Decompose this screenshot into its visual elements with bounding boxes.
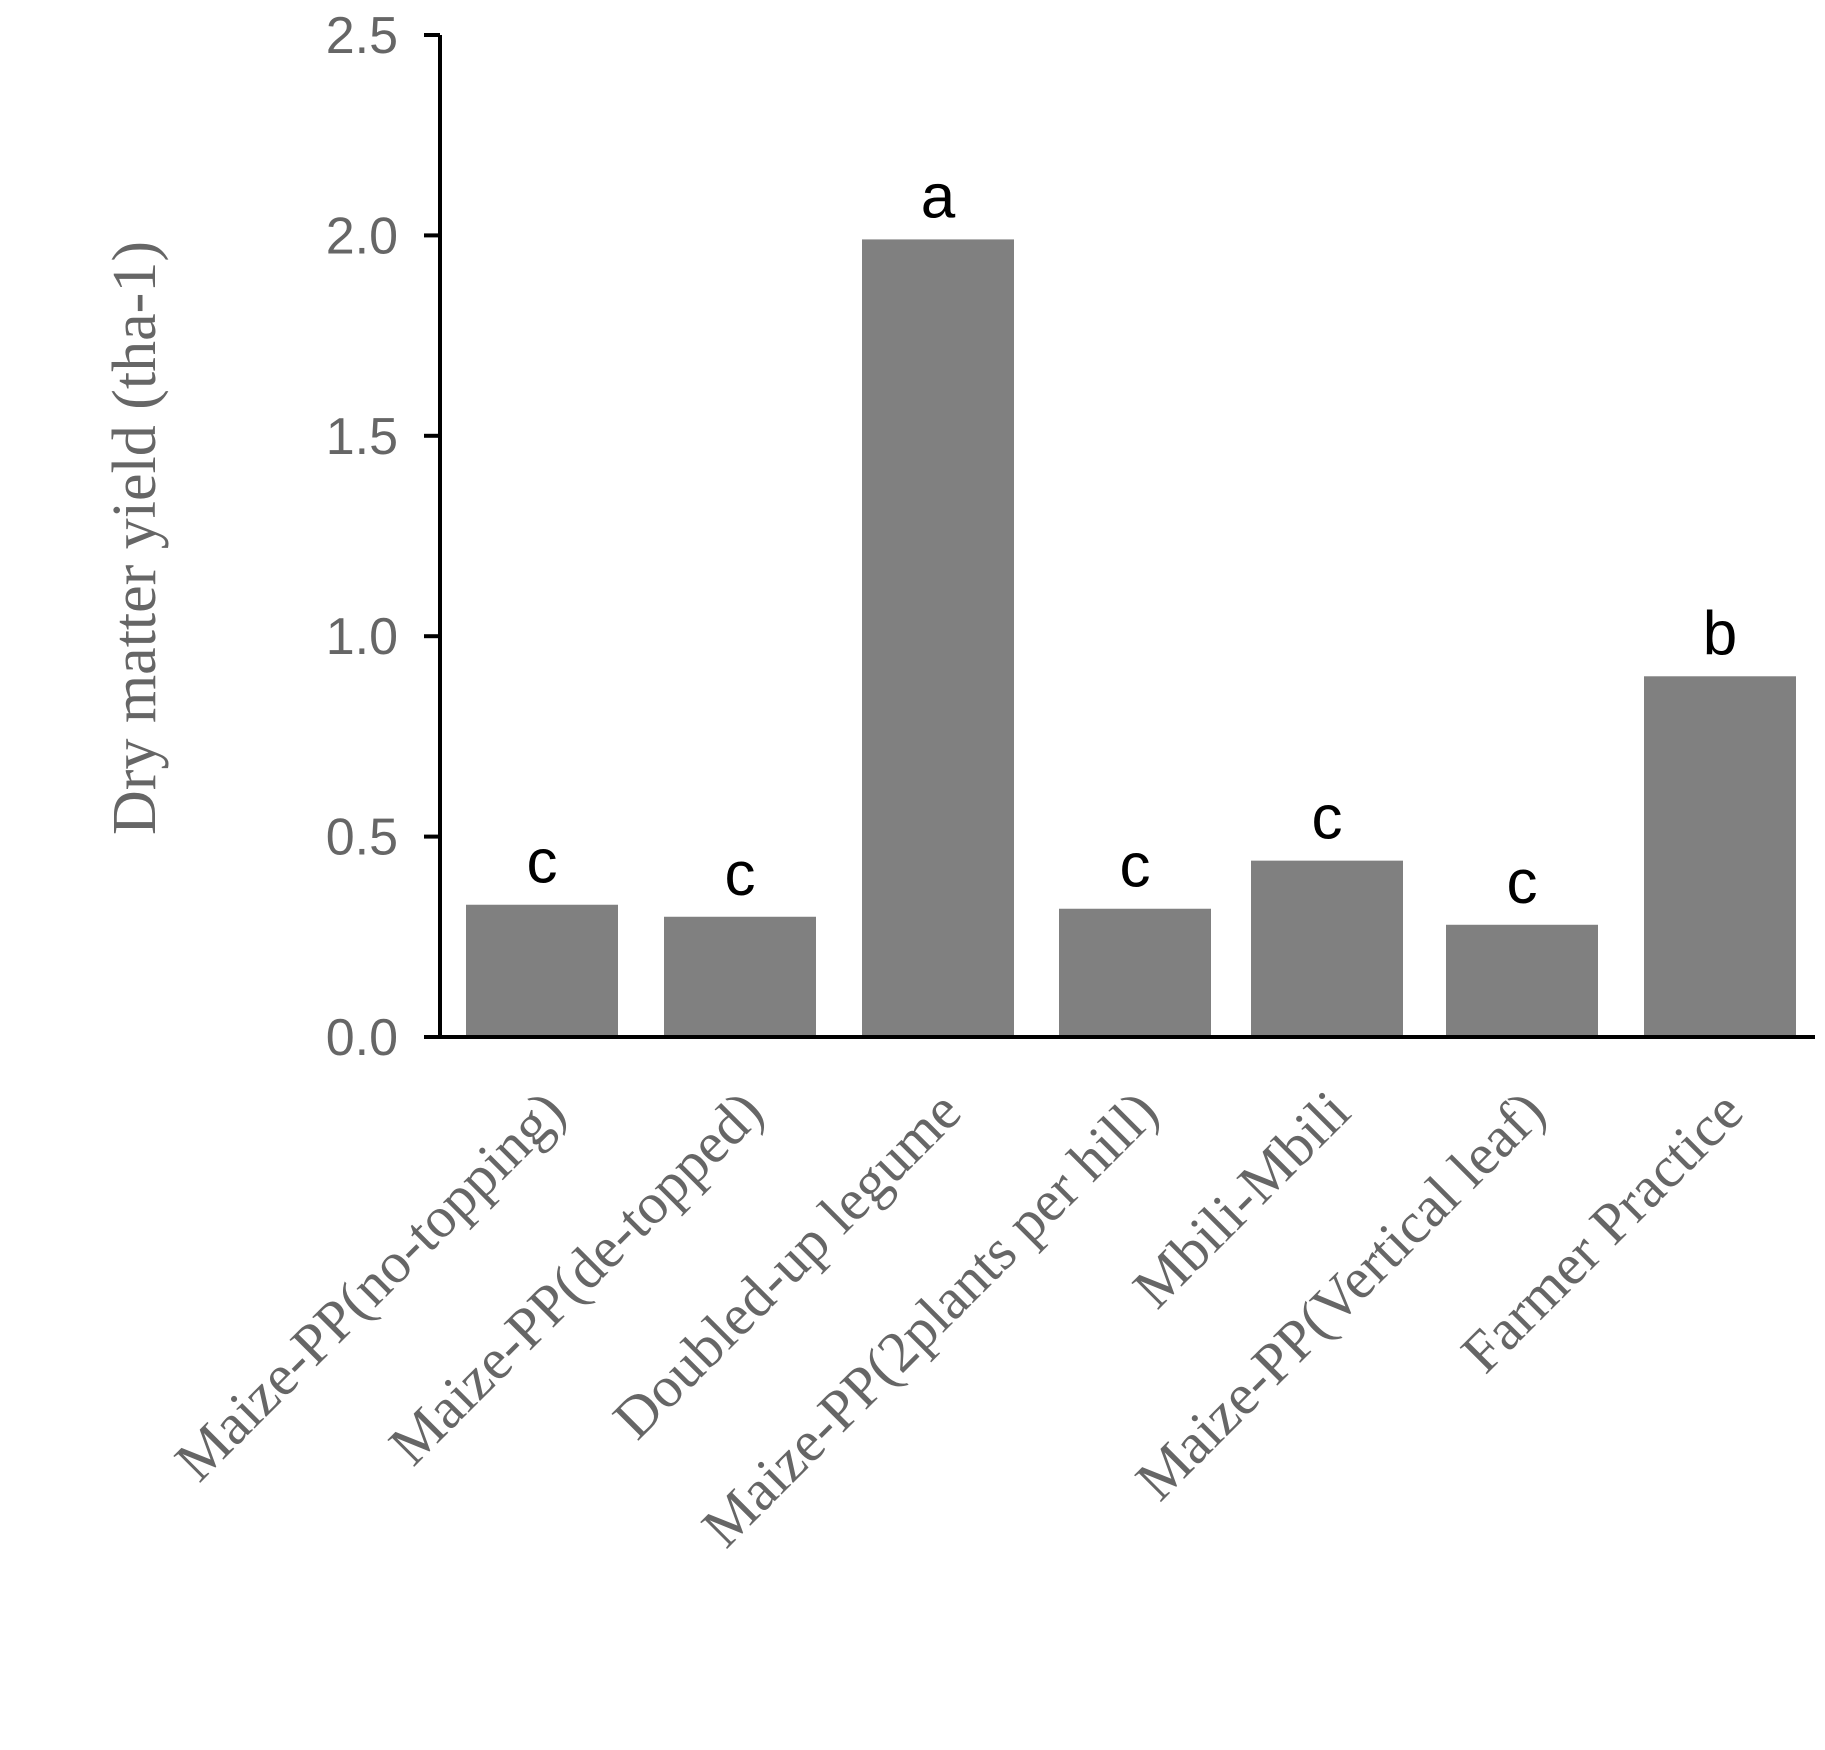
bar [1644,676,1796,1037]
bar [1059,908,1211,1037]
y-tick-label: 0.0 [326,1009,398,1067]
y-tick-label: 1.0 [326,608,398,666]
y-tick-label: 1.5 [326,408,398,466]
y-tick-label: 0.5 [326,809,398,867]
significance-letters-group: c c a c c c b [527,162,1738,916]
significance-letter: c [1120,832,1151,901]
x-category-labels-group: Maize-PP(no-topping)Maize-PP(de-topped)D… [162,1078,1755,1559]
significance-letter: c [725,840,756,909]
significance-letter: a [921,162,956,231]
bar [862,239,1014,1037]
bar [1251,860,1403,1037]
significance-letter: c [527,828,558,897]
y-ticks-group: 0.0 0.5 1.0 1.5 2.0 2.5 [326,7,440,1067]
significance-letter: c [1312,784,1343,853]
bar [466,904,618,1037]
significance-letter: c [1507,848,1538,917]
bars-group [466,239,1796,1037]
y-tick-label: 2.5 [326,7,398,65]
x-category-label: Maize-PP(no-topping) [162,1078,577,1493]
significance-letter: b [1703,599,1737,668]
bar [664,916,816,1037]
y-axis-label: Dry matter yield (tha-1) [101,241,169,835]
x-category-label: Doubled-up legume [600,1078,973,1451]
x-category-label: Maize-PP(de-topped) [376,1078,775,1477]
bar [1446,924,1598,1037]
y-tick-label: 2.0 [326,207,398,265]
